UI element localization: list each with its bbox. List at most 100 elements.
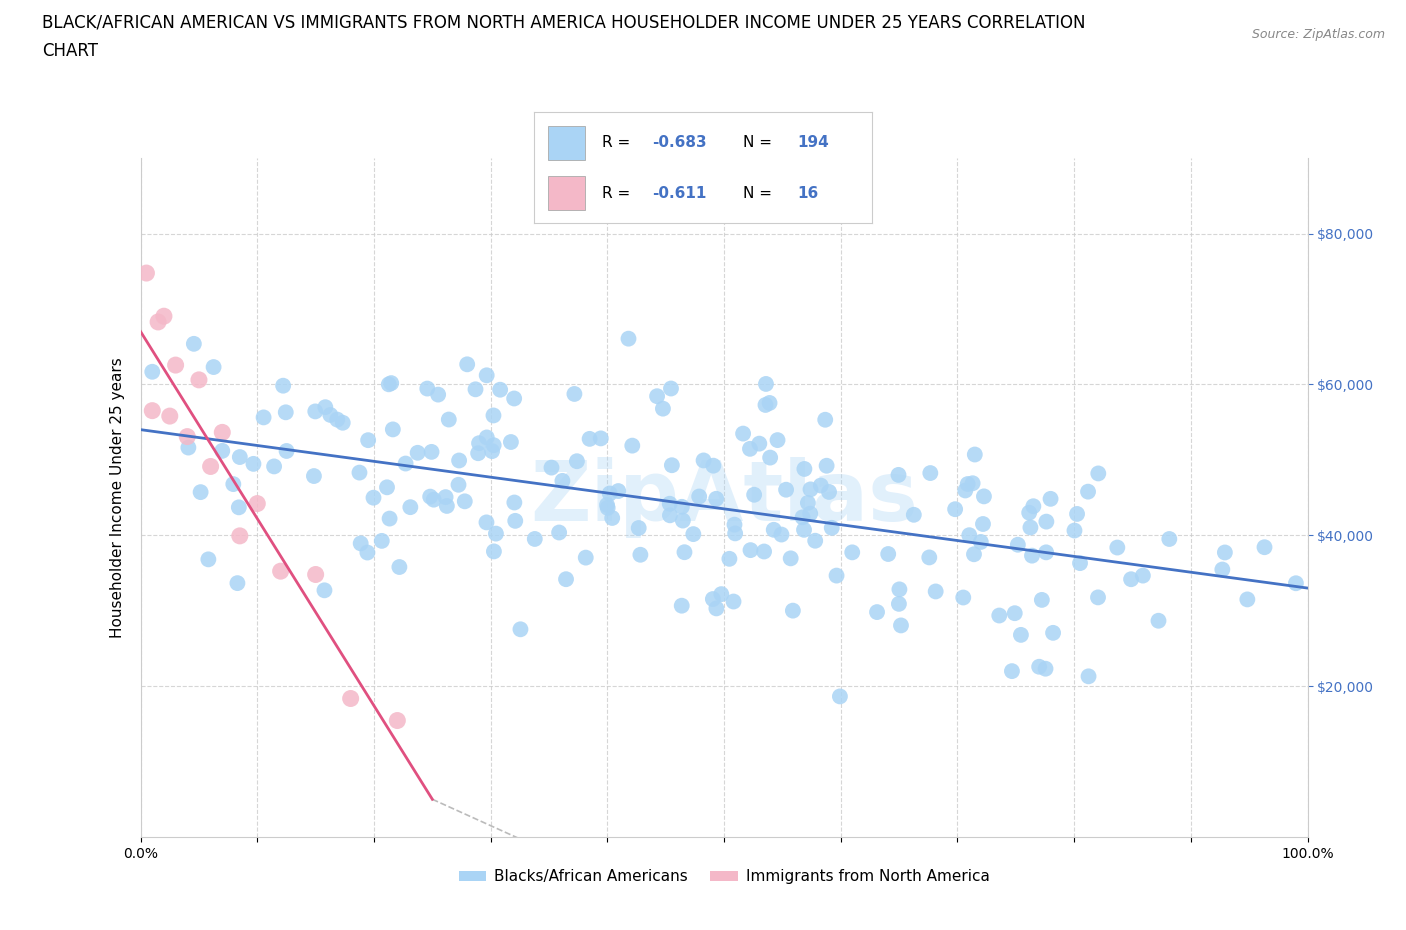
Point — [229, 449, 252, 464]
Text: N =: N = — [744, 186, 778, 201]
Point — [190, 485, 212, 499]
Point — [357, 432, 380, 447]
Point — [738, 442, 761, 457]
Point — [841, 545, 863, 560]
Point — [658, 497, 681, 512]
Point — [645, 389, 668, 404]
Point — [468, 436, 491, 451]
Point — [551, 473, 574, 488]
Point — [799, 506, 821, 521]
Point — [1031, 592, 1053, 607]
Point — [437, 412, 460, 427]
Point — [1147, 613, 1170, 628]
Point — [600, 511, 623, 525]
Point — [733, 426, 755, 441]
Point — [305, 567, 328, 582]
Point — [387, 713, 409, 728]
Point — [263, 459, 285, 474]
Point — [758, 395, 780, 410]
Point — [489, 382, 512, 397]
Point — [564, 387, 586, 402]
Point — [793, 461, 815, 476]
Point — [957, 527, 980, 542]
Point — [314, 400, 336, 415]
Point — [183, 337, 205, 352]
Point — [740, 543, 762, 558]
Point — [1035, 514, 1057, 529]
Point — [371, 534, 394, 549]
Point — [153, 309, 176, 324]
Point — [1236, 592, 1258, 607]
Point — [702, 458, 724, 473]
Point — [188, 372, 211, 387]
Point — [394, 456, 416, 471]
Point — [706, 601, 728, 616]
Point — [718, 551, 741, 566]
Point — [797, 496, 820, 511]
Point — [596, 498, 619, 512]
Point — [378, 512, 401, 526]
Point — [973, 489, 995, 504]
Point — [252, 410, 274, 425]
Point — [548, 525, 571, 540]
Text: N =: N = — [744, 136, 778, 151]
Point — [828, 689, 851, 704]
Point — [375, 480, 398, 495]
Point — [454, 494, 477, 509]
Point — [952, 590, 974, 604]
Point — [658, 508, 681, 523]
Point — [419, 489, 441, 504]
Point — [271, 379, 294, 393]
Point — [326, 412, 349, 427]
Point — [956, 476, 979, 491]
Point — [482, 438, 505, 453]
Point — [503, 391, 526, 405]
Point — [887, 596, 910, 611]
Point — [503, 495, 526, 510]
Point — [378, 377, 401, 392]
Point — [1253, 539, 1275, 554]
Point — [211, 425, 233, 440]
Point — [467, 445, 489, 460]
Text: R =: R = — [602, 186, 636, 201]
Point — [825, 568, 848, 583]
Point — [202, 360, 225, 375]
Point — [755, 377, 778, 392]
Point — [165, 358, 187, 373]
Point — [503, 513, 526, 528]
Point — [1087, 466, 1109, 481]
Point — [464, 382, 486, 397]
Point — [920, 466, 942, 481]
Point — [1035, 661, 1057, 676]
Point — [779, 551, 801, 565]
Point — [970, 535, 993, 550]
Point — [1066, 507, 1088, 522]
Point — [434, 490, 457, 505]
Point — [302, 469, 325, 484]
Point — [420, 445, 443, 459]
Point — [1010, 628, 1032, 643]
Point — [710, 587, 733, 602]
Point — [350, 536, 373, 551]
Text: Source: ZipAtlas.com: Source: ZipAtlas.com — [1251, 28, 1385, 41]
Point — [815, 458, 838, 473]
Point — [877, 547, 900, 562]
Point — [673, 545, 696, 560]
Point — [447, 477, 470, 492]
Point — [176, 429, 198, 444]
Point — [456, 357, 478, 372]
Point — [314, 583, 336, 598]
Point — [661, 458, 683, 472]
Point — [381, 422, 404, 437]
Point — [485, 526, 508, 541]
Point — [754, 397, 776, 412]
Point — [1007, 538, 1029, 552]
Point — [499, 434, 522, 449]
Point — [388, 560, 411, 575]
Point — [682, 526, 704, 541]
Point — [427, 387, 450, 402]
Point — [1077, 669, 1099, 684]
Point — [1022, 498, 1045, 513]
Point — [659, 381, 682, 396]
Point — [475, 430, 498, 445]
